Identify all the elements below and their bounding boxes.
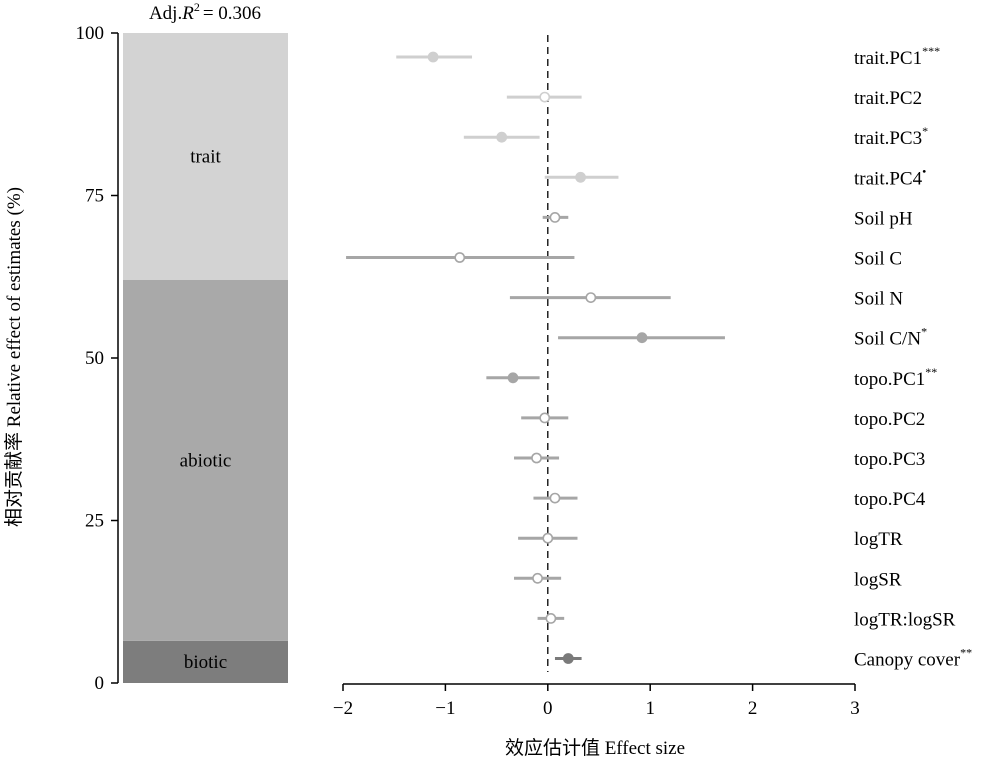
row-label-logtr: logTR <box>854 529 903 550</box>
x-tick-label: 2 <box>748 698 758 719</box>
forest-rows: trait.PC1*** trait.PC2 trait.PC3* trait.PC4… <box>346 35 972 672</box>
bar-segment-trait <box>123 33 288 280</box>
estimate-point-trait-pc4 <box>575 171 586 183</box>
x-tick-label: 1 <box>645 698 655 719</box>
forest-row: Soil C/N* <box>558 325 927 350</box>
x-tick-label: −2 <box>333 698 353 719</box>
estimate-point-logtr-logsr <box>545 613 557 624</box>
significance-marker: * <box>922 124 928 138</box>
row-label-trait-pc2: trait.PC2 <box>854 88 922 109</box>
forest-row: Soil pH <box>542 208 913 229</box>
forest-row: Canopy cover** <box>554 646 972 671</box>
forest-row: trait.PC3* <box>463 124 928 149</box>
adj-r2-prefix: Adj. <box>149 3 182 24</box>
forest-row: logTR <box>518 529 903 550</box>
significance-marker: * <box>921 325 927 339</box>
forest-row: logSR <box>514 569 902 590</box>
estimate-point-soil-c <box>454 252 466 263</box>
forest-row: topo.PC2 <box>521 409 925 430</box>
estimate-point-canopy-cover <box>562 653 574 664</box>
y-tick-label: 100 <box>76 23 105 44</box>
row-label-trait-pc4: trait.PC4• <box>854 164 926 189</box>
significance-marker: ** <box>925 365 937 379</box>
significance-marker: ** <box>960 646 972 660</box>
bar-segment-label-abiotic: abiotic <box>180 450 232 471</box>
row-label-trait-pc3: trait.PC3* <box>854 124 928 149</box>
forest-row: logTR:logSR <box>537 609 956 630</box>
y-tick-label: 25 <box>85 511 104 532</box>
row-label-canopy-cover: Canopy cover** <box>854 646 972 671</box>
row-label-logtr-logsr: logTR:logSR <box>854 609 956 630</box>
x-axis: −2 −1 0 1 2 3 <box>333 683 860 719</box>
estimate-point-trait-pc2 <box>539 91 551 103</box>
forest-row: trait.PC1*** <box>396 44 940 69</box>
significance-marker: • <box>922 164 926 178</box>
y-axis-title: 相对贡献率 Relative effect of estimates (%) <box>3 187 25 527</box>
estimate-point-logtr <box>542 532 554 544</box>
row-label-soil-c-n: Soil C/N* <box>854 325 927 350</box>
adj-r2-value: = 0.306 <box>203 3 261 24</box>
bar-segment-label-biotic: biotic <box>184 652 227 673</box>
y-axis: 0 25 50 75 100 <box>76 23 119 694</box>
adj-r2-annotation: Adj.R2 = 0.306 <box>149 0 261 24</box>
forest-row: trait.PC4• <box>544 164 926 189</box>
relative-effect-panel: biotic abiotic trait 0 25 50 75 100 Adj.R2 = 0.… <box>3 0 288 694</box>
forest-row: topo.PC4 <box>533 489 926 510</box>
y-tick-label: 50 <box>85 348 104 369</box>
adj-r2-exponent: 2 <box>194 0 200 14</box>
forest-row: topo.PC3 <box>514 449 925 470</box>
row-label-topo-pc2: topo.PC2 <box>854 409 925 430</box>
estimate-point-trait-pc1 <box>427 51 439 63</box>
x-tick-label: 0 <box>543 698 553 719</box>
stacked-bar: biotic abiotic trait <box>123 33 288 683</box>
forest-row: Soil N <box>509 289 903 310</box>
x-axis-title: 效应估计值 Effect size <box>505 737 685 759</box>
row-label-topo-pc1: topo.PC1** <box>854 365 937 390</box>
x-tick-label: 3 <box>850 698 860 719</box>
estimate-point-topo-pc1 <box>507 372 519 384</box>
y-tick-label: 75 <box>85 186 104 207</box>
x-tick-label: −1 <box>435 698 455 719</box>
forest-plot-panel: trait.PC1*** trait.PC2 trait.PC3* trait.PC4… <box>333 35 972 759</box>
estimate-point-soil-ph <box>549 211 561 223</box>
estimate-point-topo-pc4 <box>549 492 561 504</box>
row-label-topo-pc4: topo.PC4 <box>854 489 926 510</box>
estimate-point-topo-pc2 <box>539 412 551 424</box>
bar-segment-biotic <box>123 640 288 683</box>
forest-row: topo.PC1** <box>486 365 937 390</box>
row-label-topo-pc3: topo.PC3 <box>854 449 925 470</box>
estimate-point-soil-n <box>585 292 597 303</box>
y-tick-label: 0 <box>95 673 105 694</box>
estimate-point-soil-c-n <box>636 332 648 344</box>
bar-segment-label-trait: trait <box>190 147 221 168</box>
estimate-point-logsr <box>532 572 543 584</box>
row-label-logsr: logSR <box>854 569 902 590</box>
estimate-point-topo-pc3 <box>531 452 542 464</box>
bar-segment-abiotic <box>123 280 288 641</box>
estimate-point-trait-pc3 <box>496 131 508 143</box>
row-label-trait-pc1: trait.PC1*** <box>854 44 940 69</box>
forest-row: Soil C <box>346 249 902 270</box>
row-label-soil-c: Soil C <box>854 249 902 270</box>
row-label-soil-ph: Soil pH <box>854 208 913 229</box>
adj-r2-symbol: R <box>181 3 194 24</box>
row-label-soil-n: Soil N <box>854 289 903 310</box>
significance-marker: *** <box>922 44 940 58</box>
forest-row: trait.PC2 <box>506 88 922 109</box>
